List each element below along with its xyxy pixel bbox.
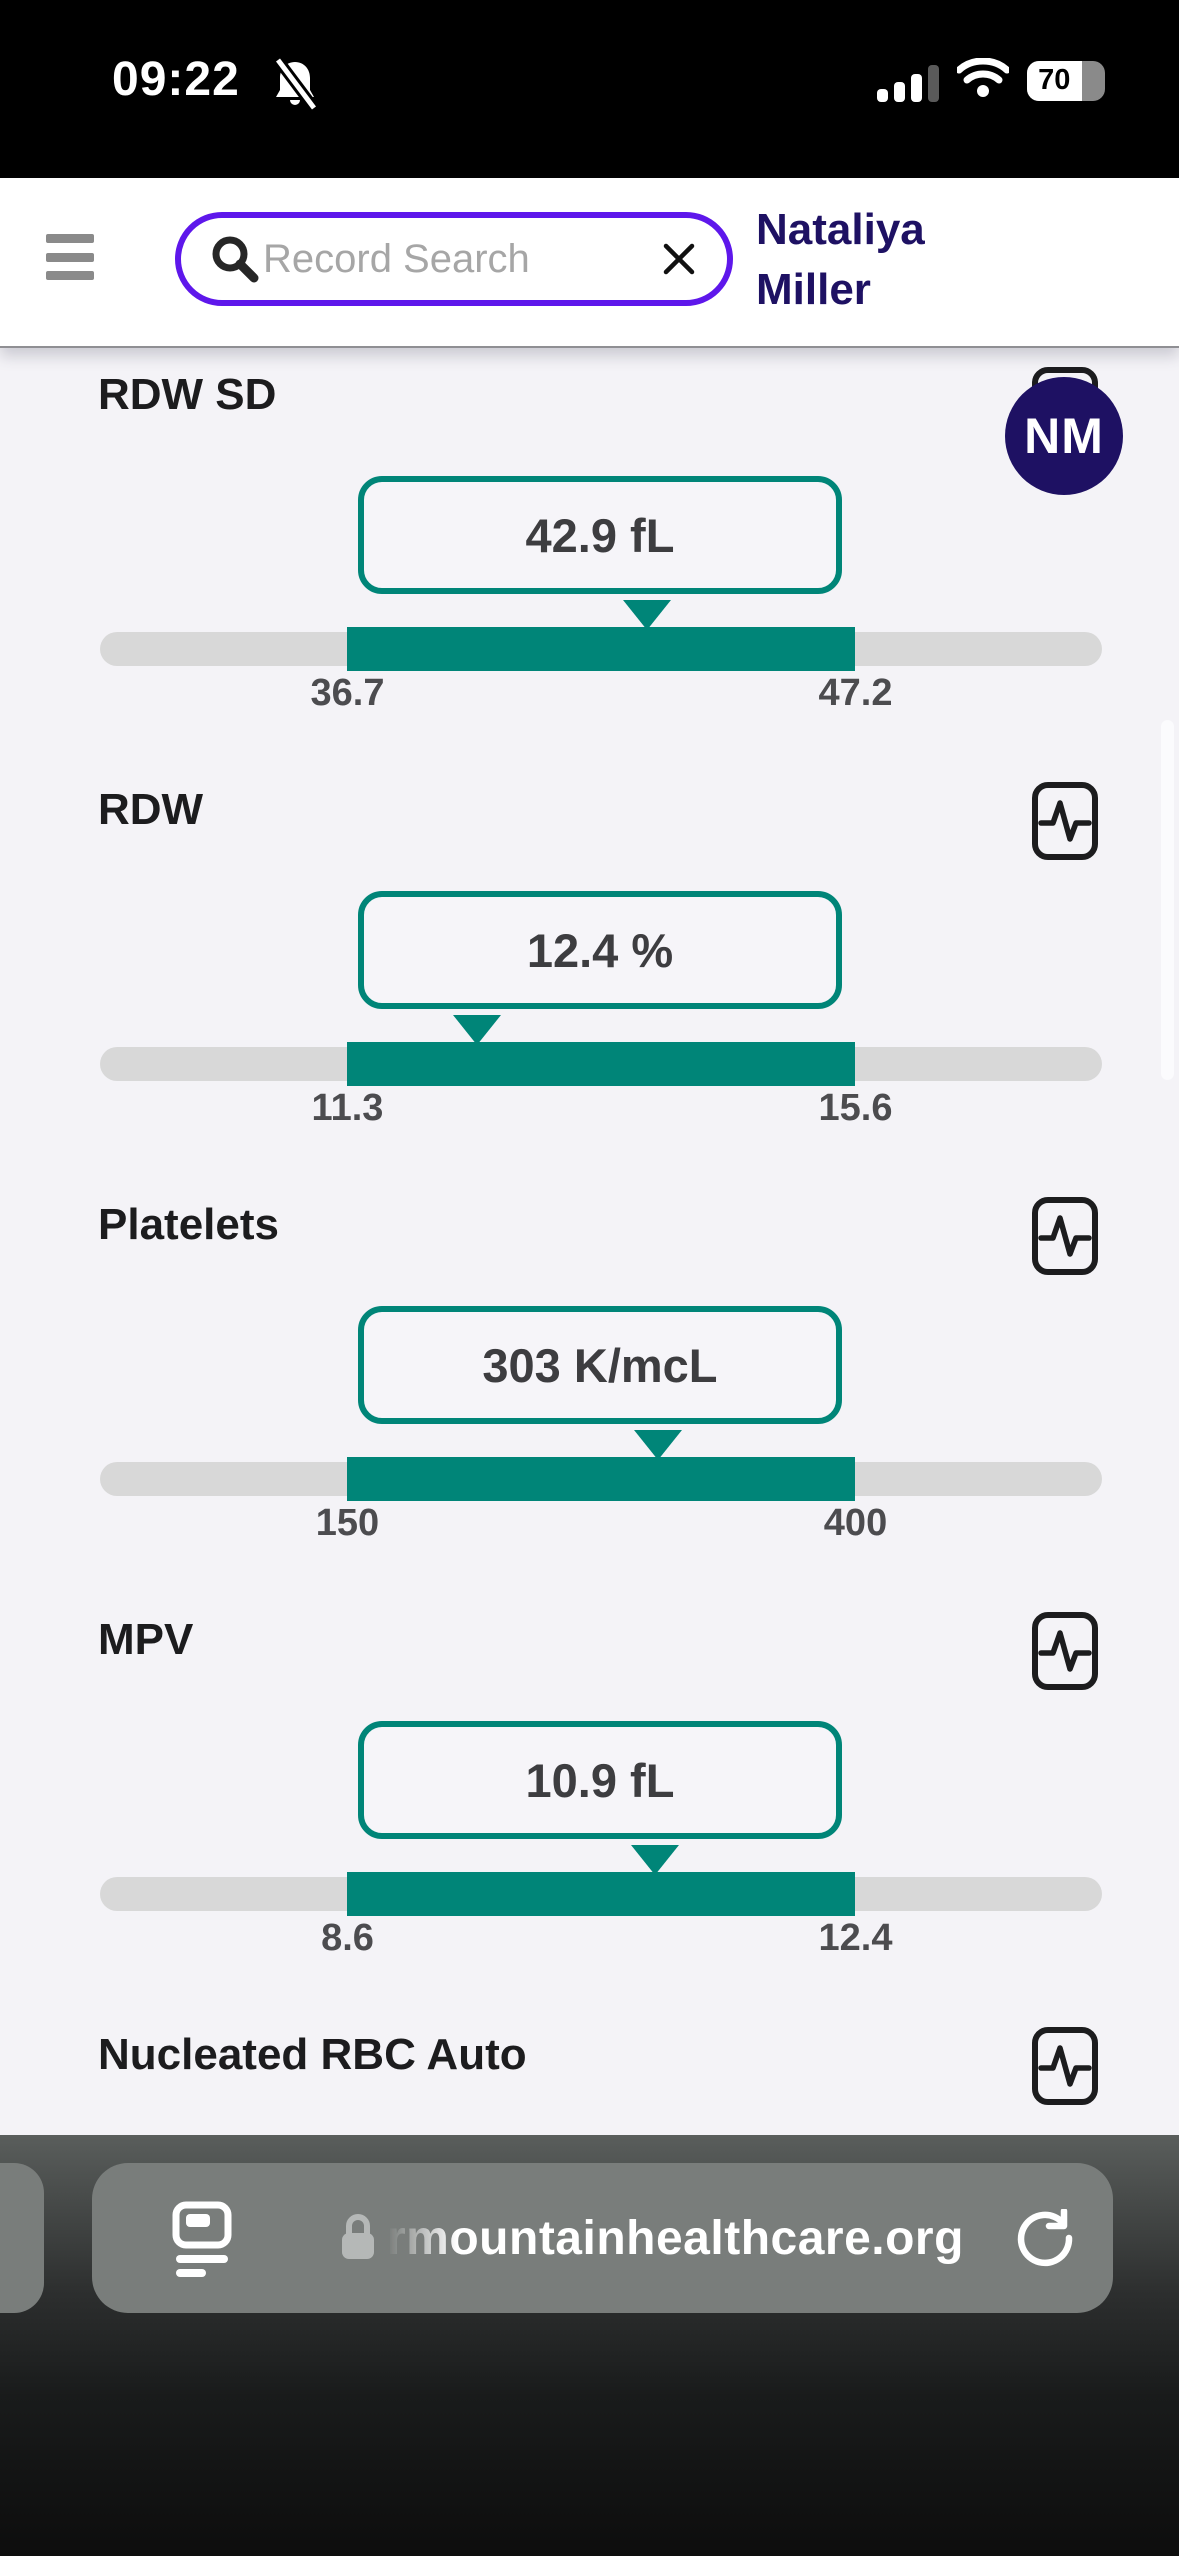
trend-chart-icon: [1032, 2027, 1098, 2105]
result-value-box: 42.9 fL: [357, 476, 843, 594]
notifications-muted-icon: [272, 56, 319, 115]
trend-chart-button[interactable]: [1027, 1611, 1103, 1691]
range-high-label: 12.4: [818, 1917, 893, 1959]
lab-test-name: Nucleated RBC Auto: [98, 2030, 527, 2079]
trend-chart-button[interactable]: [1027, 2026, 1103, 2106]
avatar-initials: NM: [1024, 408, 1104, 464]
search-input[interactable]: [261, 235, 659, 283]
lab-result-row: Platelets 303 K/mcL 150 400: [0, 1176, 1179, 1591]
status-indicators: 70: [877, 57, 1105, 103]
trend-chart-button[interactable]: [1027, 781, 1103, 861]
user-first-name: Nataliya: [756, 205, 925, 254]
menu-button[interactable]: [46, 234, 94, 280]
lab-test-name: MPV: [98, 1615, 194, 1664]
trend-chart-button[interactable]: [1027, 1196, 1103, 1276]
address-bar[interactable]: rmountainhealthcare.org: [92, 2163, 1113, 2313]
result-value: 42.9 fL: [525, 508, 675, 562]
lab-test-name: Platelets: [98, 1200, 279, 1249]
normal-range-bar: [347, 1872, 856, 1916]
lab-result-row: RDW 12.4 % 11.3 15.6: [0, 761, 1179, 1176]
app-header: Nataliya Miller NM: [0, 178, 1179, 495]
range-high-label: 400: [823, 1502, 888, 1544]
search-icon: [212, 236, 259, 283]
user-last-name: Miller: [756, 265, 871, 314]
range-low-label: 150: [315, 1502, 380, 1544]
reference-range-gauge: 303 K/mcL 150 400: [100, 1176, 1102, 1591]
lab-results-list: RDW SD 42.9 fL 36.7 47.2: [0, 346, 1179, 2135]
range-low-label: 11.3: [311, 1087, 384, 1129]
page-settings-icon[interactable]: [170, 2201, 234, 2282]
lab-result-row: MPV 10.9 fL 8.6 12.4: [0, 1591, 1179, 2006]
reload-icon[interactable]: [1017, 2207, 1075, 2272]
trend-chart-icon: [1032, 782, 1098, 860]
browser-chrome: rmountainhealthcare.org: [0, 2135, 1179, 2556]
result-value: 12.4 %: [526, 923, 674, 977]
normal-range-bar: [347, 1042, 856, 1086]
adjacent-tab-edge[interactable]: [0, 2163, 44, 2313]
result-value-box: 303 K/mcL: [357, 1306, 843, 1424]
clock: 09:22: [112, 53, 240, 106]
status-bar: 09:22 70: [0, 0, 1179, 178]
normal-range-bar: [347, 627, 856, 671]
reference-range-gauge: 42.9 fL 36.7 47.2: [100, 346, 1102, 761]
lab-test-name: RDW: [98, 785, 204, 834]
normal-range-bar: [347, 1457, 856, 1501]
reference-range-gauge: 12.4 % 11.3 15.6: [100, 761, 1102, 1176]
result-value-box: 10.9 fL: [357, 1721, 843, 1839]
lab-result-row: Nucleated RBC Auto: [0, 2006, 1179, 2135]
lock-icon: [338, 2211, 378, 2268]
trend-chart-icon: [1032, 1612, 1098, 1690]
lab-result-row: RDW SD 42.9 fL 36.7 47.2: [0, 346, 1179, 761]
url-text: rmountainhealthcare.org: [387, 2211, 964, 2265]
value-pointer-icon: [453, 1015, 502, 1045]
value-pointer-icon: [634, 1430, 683, 1460]
range-high-label: 15.6: [818, 1087, 893, 1129]
result-value: 303 K/mcL: [482, 1338, 718, 1392]
battery-percent: 70: [1038, 64, 1071, 96]
range-low-label: 36.7: [310, 672, 385, 714]
user-name: Nataliya Miller: [756, 200, 986, 320]
value-pointer-icon: [630, 1845, 679, 1875]
battery-icon: 70: [1027, 60, 1105, 101]
range-high-label: 47.2: [818, 672, 893, 714]
range-low-label: 8.6: [321, 1917, 374, 1959]
wifi-icon: [955, 57, 1011, 103]
value-pointer-icon: [623, 600, 672, 630]
avatar[interactable]: NM: [1005, 377, 1123, 495]
scrollbar[interactable]: [1161, 720, 1174, 1080]
cellular-signal-icon: [877, 60, 939, 102]
clear-search-icon[interactable]: [659, 239, 699, 279]
result-value: 10.9 fL: [525, 1753, 675, 1807]
record-search-bar[interactable]: [175, 212, 733, 306]
lab-test-name: RDW SD: [98, 370, 277, 419]
result-value-box: 12.4 %: [357, 891, 843, 1009]
reference-range-gauge: 10.9 fL 8.6 12.4: [100, 1591, 1102, 2006]
trend-chart-icon: [1032, 1197, 1098, 1275]
